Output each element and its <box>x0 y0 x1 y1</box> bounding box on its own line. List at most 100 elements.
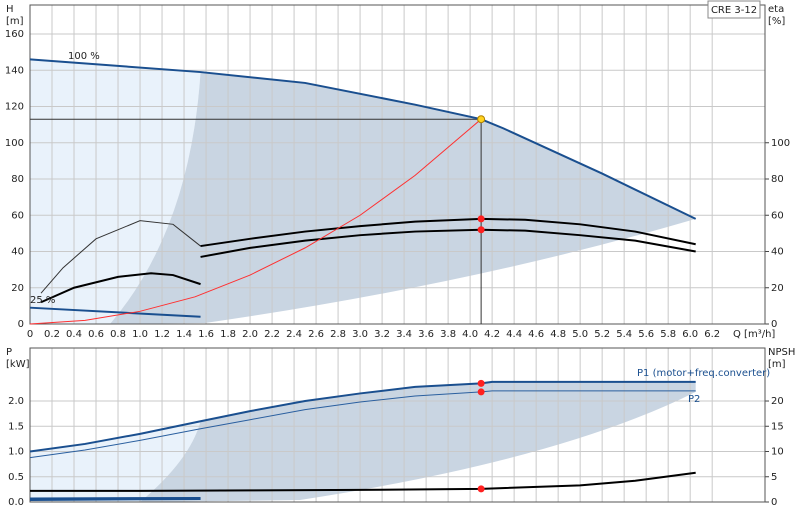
x-tick-label: 4.6 <box>528 329 544 340</box>
x-axis-label: Q [m³/h] <box>733 329 775 340</box>
x-tick-label: 1.2 <box>154 329 170 340</box>
panel: 0 0.2 0.4 0.6 0.8 1.0 1.2 1.4 1.6 1.8 2.0 2.2 2.4 2.6… <box>5 0 790 340</box>
panel: 0.0 0.5 1.0 1.5 2.0 0 5 10 15 20 P[kW] NPSH[m]P1 (m… <box>6 347 795 508</box>
x-tick-label: 4.2 <box>484 329 500 340</box>
x-tick-label: 4.4 <box>506 329 522 340</box>
y-tick-label: 1.0 <box>8 447 24 458</box>
y2-tick-label: 80 <box>771 174 784 185</box>
x-tick-label: 0.4 <box>66 329 82 340</box>
x-tick-label: 2.2 <box>264 329 280 340</box>
x-tick-label: 2.0 <box>242 329 258 340</box>
annotation: 25 % <box>30 295 55 306</box>
y-tick-label: 20 <box>11 283 24 294</box>
series-line <box>29 118 482 325</box>
series-line <box>29 380 696 453</box>
series-line <box>40 220 201 294</box>
y2-axis-label: [m] <box>768 359 786 370</box>
y-axis-label: H <box>6 4 14 15</box>
y-tick-label: 2.0 <box>8 396 24 407</box>
x-tick-label: 3.0 <box>352 329 368 340</box>
y-axis-label: [m] <box>6 16 24 27</box>
series-line <box>40 272 201 304</box>
y-tick-label: 60 <box>11 210 24 221</box>
operating-point <box>477 226 485 234</box>
y-axis-label: P <box>6 347 12 358</box>
x-tick-label: 5.0 <box>572 329 588 340</box>
range-area <box>110 72 696 324</box>
y-tick-label: 0 <box>18 319 24 330</box>
y-tick-label: 100 <box>5 138 24 149</box>
y2-tick-label: 10 <box>771 447 784 458</box>
x-tick-label: 5.2 <box>594 329 610 340</box>
y-tick-label: 0.0 <box>8 497 24 508</box>
y-tick-label: 80 <box>11 174 24 185</box>
x-tick-label: 1.0 <box>132 329 148 340</box>
x-tick-label: 0.2 <box>44 329 60 340</box>
operating-point <box>477 388 485 396</box>
y-axis-label: [kW] <box>6 359 30 370</box>
x-tick-label: 4.8 <box>550 329 566 340</box>
y2-tick-label: 20 <box>771 396 784 407</box>
x-tick-label: 2.6 <box>308 329 324 340</box>
x-tick-label: 3.4 <box>396 329 412 340</box>
x-tick-label: 0.8 <box>110 329 126 340</box>
y2-tick-label: 20 <box>771 283 784 294</box>
range-area-light <box>30 421 201 502</box>
operating-point <box>477 115 486 124</box>
y-tick-label: 0.5 <box>8 472 24 483</box>
x-tick-label: 0 <box>27 329 33 340</box>
x-tick-label: 6.0 <box>682 329 698 340</box>
y2-tick-label: 100 <box>771 138 790 149</box>
x-tick-label: 0.6 <box>88 329 104 340</box>
y2-tick-label: 40 <box>771 247 784 258</box>
x-tick-label: 5.6 <box>638 329 654 340</box>
y2-tick-label: 5 <box>771 472 777 483</box>
series-line <box>29 496 201 500</box>
x-tick-label: 6.2 <box>704 329 720 340</box>
x-tick-label: 3.8 <box>440 329 456 340</box>
annotation: 100 % <box>68 51 100 62</box>
series-label: P1 (motor+freq.converter) <box>637 368 770 379</box>
series-line <box>29 58 697 220</box>
series-line <box>29 390 696 459</box>
series-line <box>30 471 696 492</box>
y2-axis-label: eta <box>768 4 784 15</box>
x-tick-label: 2.4 <box>286 329 302 340</box>
series-line <box>200 228 696 258</box>
chart-title: CRE 3-12 <box>711 5 757 16</box>
title-box <box>707 0 761 19</box>
series-line <box>29 497 201 501</box>
x-tick-label: 2.8 <box>330 329 346 340</box>
y-tick-label: 160 <box>5 29 24 40</box>
x-tick-label: 5.4 <box>616 329 632 340</box>
plot-frame <box>29 4 766 325</box>
y2-tick-label: 15 <box>771 421 784 432</box>
x-tick-label: 3.6 <box>418 329 434 340</box>
series-line <box>29 306 201 318</box>
y-tick-label: 1.5 <box>8 421 24 432</box>
y2-tick-label: 0 <box>771 497 777 508</box>
range-area <box>140 381 696 502</box>
x-tick-label: 1.6 <box>198 329 214 340</box>
operating-point <box>477 379 485 387</box>
x-tick-label: 1.8 <box>220 329 236 340</box>
series-label: P2 <box>688 394 700 405</box>
series-line <box>200 217 696 248</box>
y-tick-label: 120 <box>5 102 24 113</box>
operating-point <box>477 215 485 223</box>
x-tick-label: 5.8 <box>660 329 676 340</box>
x-tick-label: 4.0 <box>462 329 478 340</box>
y-tick-label: 140 <box>5 65 24 76</box>
y2-axis-label: NPSH <box>768 347 795 358</box>
y2-axis-label: [%] <box>768 16 785 27</box>
x-tick-label: 1.4 <box>176 329 192 340</box>
y-tick-label: 40 <box>11 247 24 258</box>
plot-frame <box>29 347 766 503</box>
y2-tick-label: 60 <box>771 210 784 221</box>
operating-point <box>477 485 485 493</box>
y2-tick-label: 0 <box>771 319 777 330</box>
x-tick-label: 3.2 <box>374 329 390 340</box>
range-area-light <box>30 59 201 324</box>
